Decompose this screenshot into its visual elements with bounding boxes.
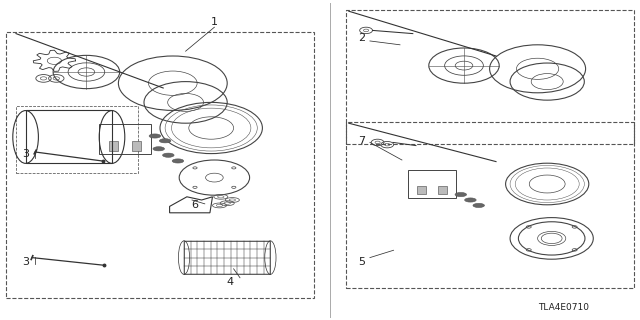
Bar	[26, 110, 112, 163]
Bar	[16, 106, 138, 173]
Bar	[408, 171, 456, 198]
Bar	[346, 122, 634, 288]
Text: 6: 6	[192, 200, 198, 210]
Bar	[6, 32, 314, 298]
Ellipse shape	[153, 147, 164, 151]
Text: 3: 3	[22, 148, 29, 159]
Bar	[184, 241, 270, 275]
Text: 4: 4	[227, 276, 234, 287]
Text: 7: 7	[358, 136, 365, 146]
Bar	[132, 141, 141, 151]
Bar	[417, 186, 426, 194]
Bar	[438, 186, 447, 194]
Bar	[109, 141, 118, 151]
Text: TLA4E0710: TLA4E0710	[538, 303, 589, 312]
Bar	[346, 10, 634, 144]
Ellipse shape	[159, 139, 171, 143]
Ellipse shape	[163, 153, 174, 157]
Ellipse shape	[473, 204, 484, 208]
Text: 5: 5	[358, 257, 365, 268]
Text: 1: 1	[211, 17, 218, 28]
Bar	[99, 124, 151, 155]
Text: 2: 2	[358, 33, 365, 44]
Ellipse shape	[465, 198, 476, 202]
Ellipse shape	[455, 193, 467, 196]
Ellipse shape	[149, 134, 161, 138]
Text: 3: 3	[22, 257, 29, 268]
Ellipse shape	[172, 159, 184, 163]
